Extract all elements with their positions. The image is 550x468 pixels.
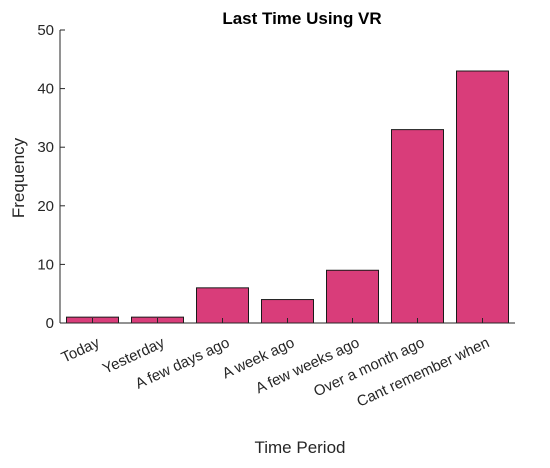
chart-title: Last Time Using VR xyxy=(222,9,381,28)
y-tick-label: 0 xyxy=(46,315,54,332)
bar xyxy=(196,287,249,324)
bar xyxy=(456,70,509,324)
y-tick-label: 30 xyxy=(37,139,54,156)
y-tick-label: 20 xyxy=(37,198,54,215)
bar xyxy=(391,129,444,324)
bar xyxy=(326,269,379,324)
y-axis-label: Frequency xyxy=(9,137,28,218)
x-axis-label: Time Period xyxy=(254,438,345,457)
x-tick-label: Today xyxy=(59,334,103,367)
y-tick-label: 10 xyxy=(37,256,54,273)
y-tick-label: 40 xyxy=(37,81,54,98)
y-tick-label: 50 xyxy=(37,22,54,39)
